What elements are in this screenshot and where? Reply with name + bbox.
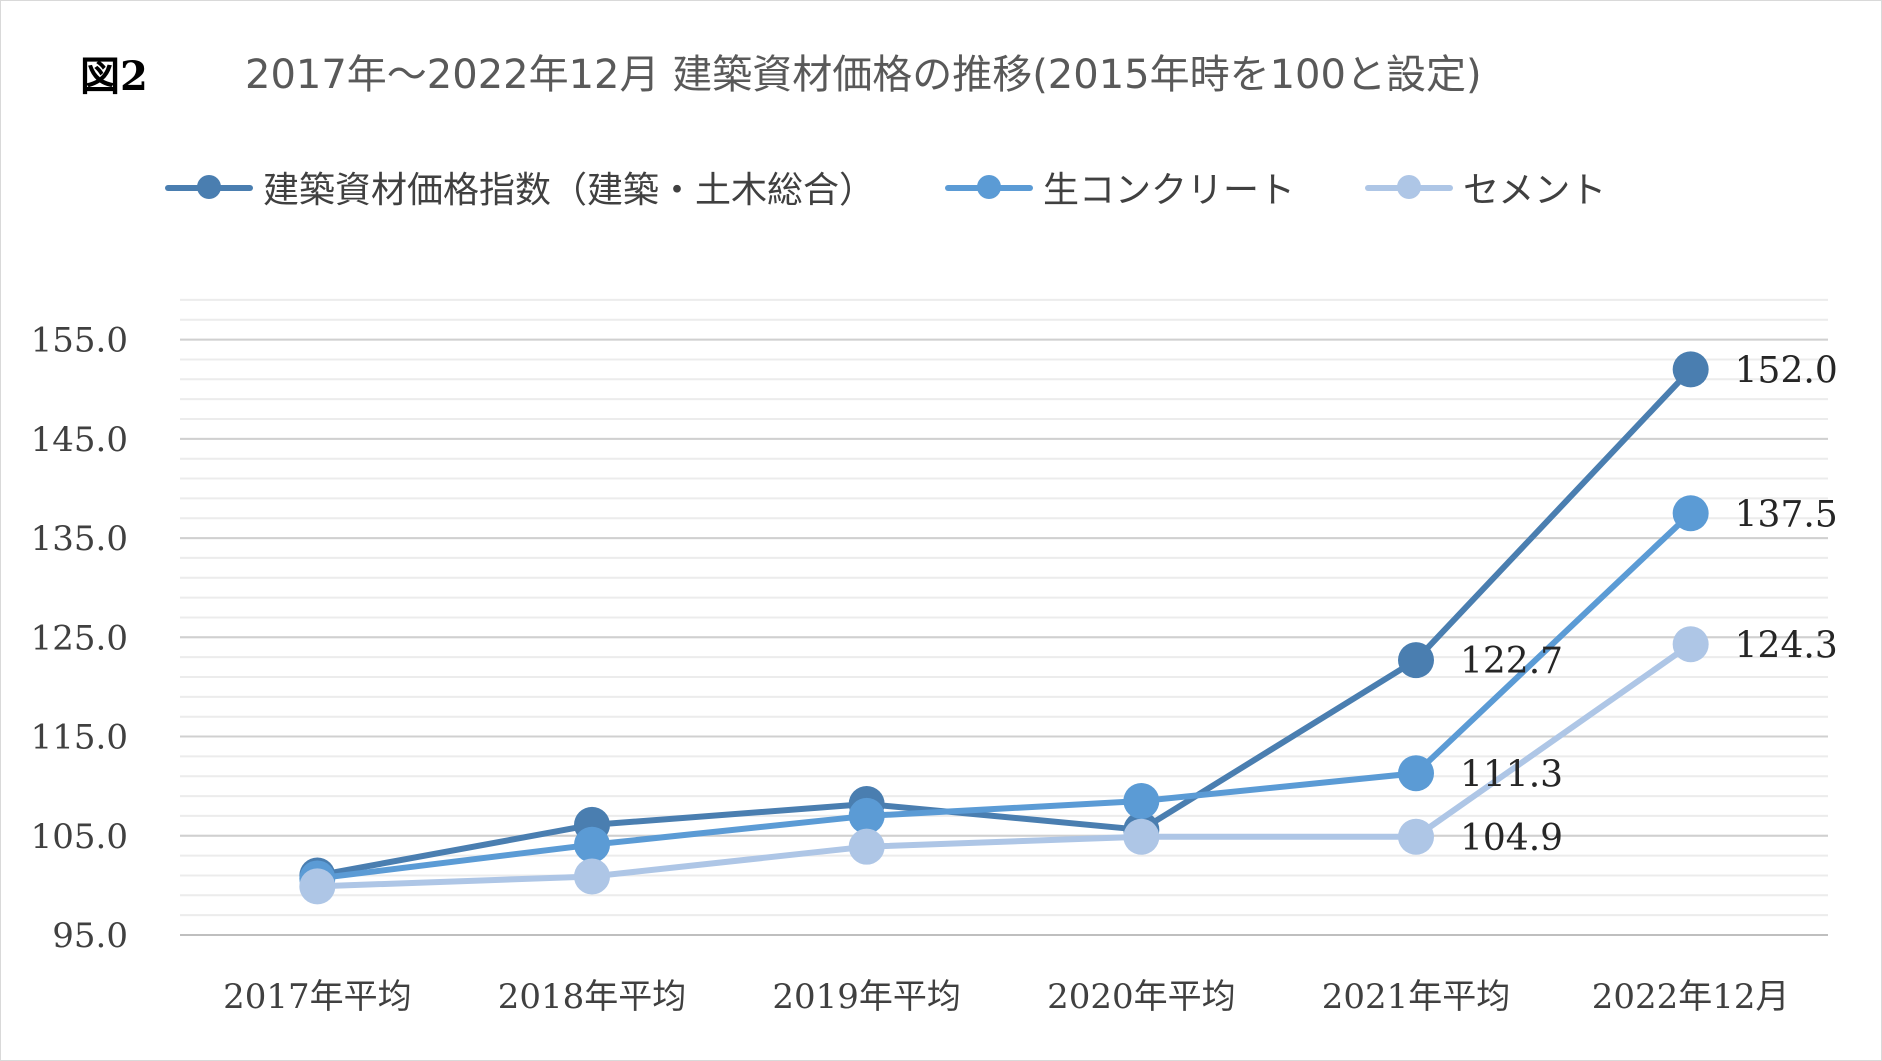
legend-marker-ready-mixed-concrete bbox=[977, 175, 1002, 199]
y-tick-label: 125.0 bbox=[31, 618, 128, 658]
data-point-series-2 bbox=[1123, 818, 1160, 855]
data-point-series-2 bbox=[1398, 818, 1434, 855]
y-tick-label: 95.0 bbox=[52, 916, 128, 956]
legend: 建築資材価格指数（建築・土木総合） 生コンクリート セメント bbox=[165, 162, 1676, 212]
data-point-series-1 bbox=[1398, 755, 1434, 792]
data-point-series-1 bbox=[1672, 495, 1709, 532]
legend-item-ready-mixed-concrete: 生コンクリート bbox=[945, 161, 1295, 213]
series-line-1 bbox=[316, 511, 1693, 882]
legend-swatch-cement bbox=[1365, 175, 1454, 199]
series-line-0 bbox=[316, 367, 1693, 879]
data-point-series-2 bbox=[574, 858, 610, 895]
y-tick-label: 115.0 bbox=[31, 718, 128, 758]
legend-item-building-materials: 建築資材価格指数（建築・土木総合） bbox=[165, 161, 875, 213]
data-point-series-1 bbox=[574, 826, 610, 863]
data-point-series-0 bbox=[1672, 351, 1709, 388]
figure-label: 図2 bbox=[80, 53, 148, 100]
data-point-series-1 bbox=[848, 797, 885, 834]
x-tick-label: 2022年12月 bbox=[1592, 977, 1790, 1017]
data-label-series-1: 111.3 bbox=[1460, 754, 1563, 795]
legend-marker-building-materials bbox=[197, 175, 221, 199]
x-tick-label: 2017年平均 bbox=[223, 977, 412, 1017]
legend-label-building-materials: 建築資材価格指数（建築・土木総合） bbox=[263, 170, 876, 211]
legend-label-cement: セメント bbox=[1463, 170, 1607, 211]
data-label-series-0: 122.7 bbox=[1460, 641, 1563, 682]
data-label-series-2: 124.3 bbox=[1735, 625, 1838, 666]
legend-swatch-building-materials bbox=[165, 175, 253, 199]
x-tick-label: 2021年平均 bbox=[1322, 977, 1511, 1017]
legend-item-cement: セメント bbox=[1365, 161, 1606, 213]
data-label-series-2: 104.9 bbox=[1460, 818, 1563, 859]
data-point-series-1 bbox=[1123, 783, 1160, 820]
series-line-2 bbox=[317, 641, 1693, 890]
y-tick-label: 145.0 bbox=[31, 420, 128, 460]
legend-swatch-ready-mixed-concrete bbox=[945, 175, 1034, 199]
data-point-series-2 bbox=[1672, 626, 1709, 663]
y-tick-label: 105.0 bbox=[31, 817, 128, 857]
y-tick-label: 135.0 bbox=[31, 519, 128, 559]
x-tick-label: 2019年平均 bbox=[772, 977, 961, 1017]
chart-title: 2017年～2022年12月 建築資材価格の推移(2015年時を100と設定) bbox=[245, 52, 1482, 98]
data-point-series-2 bbox=[299, 868, 336, 905]
x-tick-label: 2020年平均 bbox=[1047, 977, 1236, 1017]
x-tick-label: 2018年平均 bbox=[498, 977, 687, 1017]
data-label-series-1: 137.5 bbox=[1735, 494, 1838, 535]
data-label-series-0: 152.0 bbox=[1735, 350, 1838, 391]
data-point-series-2 bbox=[848, 828, 885, 865]
legend-label-ready-mixed-concrete: 生コンクリート bbox=[1043, 170, 1296, 211]
y-tick-label: 155.0 bbox=[31, 321, 128, 361]
legend-marker-cement bbox=[1397, 175, 1422, 199]
data-point-series-0 bbox=[1398, 642, 1434, 679]
